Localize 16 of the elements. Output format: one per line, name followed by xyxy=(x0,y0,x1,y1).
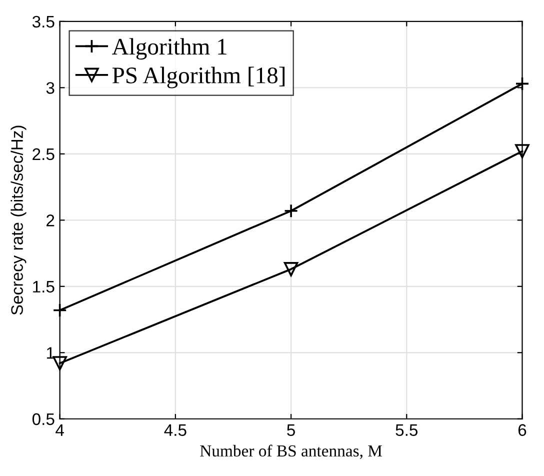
y-tick-label: 0.5 xyxy=(32,413,54,426)
x-tick-label: 5.5 xyxy=(396,424,418,436)
y-tick-label: 2.5 xyxy=(32,148,54,160)
y-axis-title: Secrecy rate (bits/sec/Hz) xyxy=(10,126,26,315)
x-tick-label: 5 xyxy=(287,424,295,436)
x-tick-label: 6 xyxy=(518,424,526,436)
y-tick-label: 3.5 xyxy=(32,16,54,28)
y-tick-label: 1.5 xyxy=(33,280,54,293)
y-tick-label: 2 xyxy=(46,214,54,226)
y-tick-label: 3 xyxy=(46,82,54,94)
x-tick-label: 4.5 xyxy=(164,424,186,436)
x-axis-title: Number of BS antennas, M xyxy=(200,444,382,459)
y-tick-label: 1 xyxy=(46,347,54,359)
x-tick-label: 4 xyxy=(56,424,64,436)
legend-label: Algorithm 1 xyxy=(112,38,226,60)
legend-label: PS Algorithm [18] xyxy=(112,66,285,88)
